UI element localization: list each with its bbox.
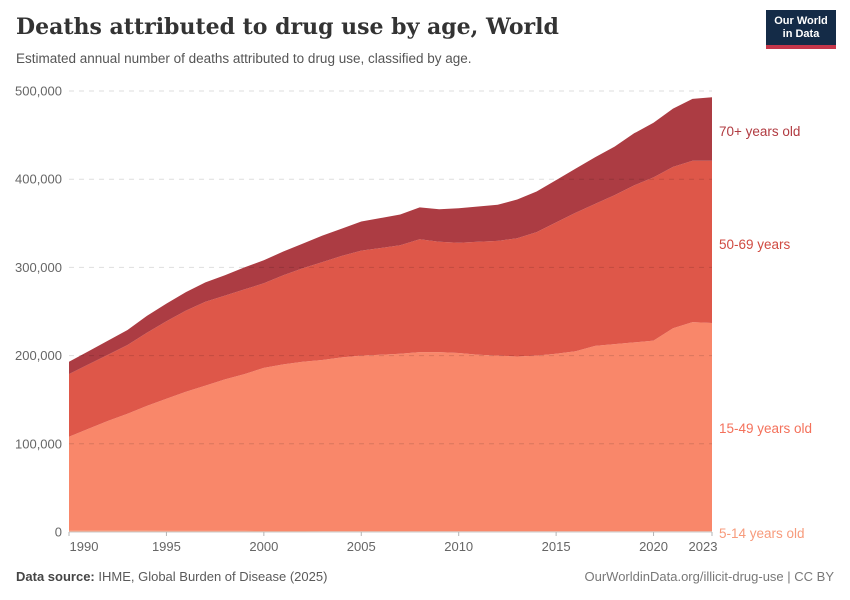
owid-logo-line2: in Data <box>782 28 820 40</box>
data-source-value: IHME, Global Burden of Disease (2025) <box>94 569 328 584</box>
series-label-50-69: 50-69 years <box>719 237 791 252</box>
x-axis-ticks: 1990 1995 2000 2005 2010 2015 2020 2023 <box>68 532 718 554</box>
series-label-70plus: 70+ years old <box>719 124 801 139</box>
series-label-5-14: 5-14 years old <box>719 526 805 541</box>
y-tick-label: 500,000 <box>15 84 62 99</box>
series-label-15-49: 15-49 years old <box>719 421 813 436</box>
x-tick-label: 1990 <box>70 539 99 554</box>
y-gridlines: 0 100,000 200,000 300,000 400,000 500,000 <box>15 84 712 540</box>
owid-logo: Our World in Data <box>766 10 836 49</box>
y-tick-label: 400,000 <box>15 172 62 187</box>
owid-logo-text: Our World in Data <box>766 10 836 45</box>
owid-logo-line1: Our World <box>774 15 828 27</box>
owid-logo-accent-bar <box>766 45 836 49</box>
area-band-50-69-years <box>69 160 712 437</box>
x-tick-label: 2023 <box>689 539 718 554</box>
x-tick-label: 2010 <box>444 539 473 554</box>
page-title: Deaths attributed to drug use by age, Wo… <box>16 14 559 40</box>
y-tick-label: 200,000 <box>15 348 62 363</box>
credit-link[interactable]: OurWorldinData.org/illicit-drug-use | CC… <box>584 569 835 584</box>
area-band-15-49-years-old <box>69 322 712 532</box>
data-source-label: Data source: <box>16 569 95 584</box>
x-tick-label: 2005 <box>347 539 376 554</box>
data-source-note: Data source: IHME, Global Burden of Dise… <box>16 569 327 584</box>
area-band-70-years-old <box>69 97 712 375</box>
area-bands <box>69 97 712 532</box>
y-tick-label: 100,000 <box>15 436 62 451</box>
x-tick-label: 2020 <box>639 539 668 554</box>
y-tick-label: 0 <box>55 525 62 540</box>
chart-subtitle: Estimated annual number of deaths attrib… <box>16 51 472 66</box>
x-tick-label: 2000 <box>249 539 278 554</box>
x-tick-label: 2015 <box>542 539 571 554</box>
y-tick-label: 300,000 <box>15 260 62 275</box>
x-tick-label: 1995 <box>152 539 181 554</box>
